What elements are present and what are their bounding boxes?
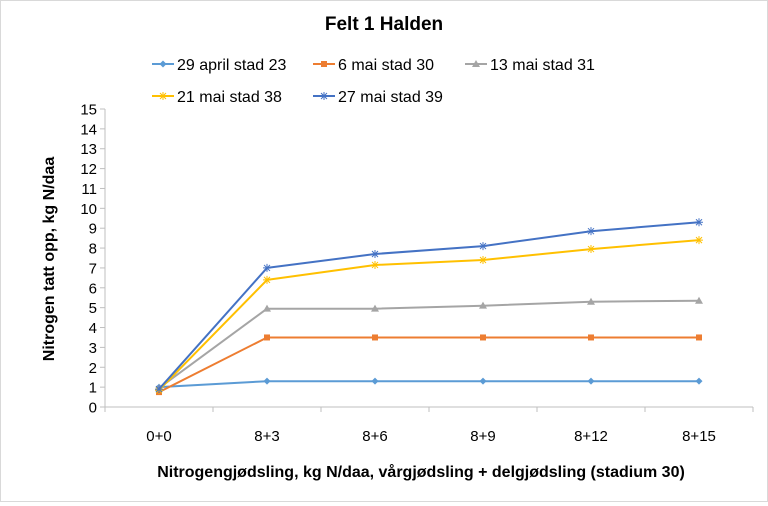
y-tick-label: 6 <box>89 280 97 297</box>
y-tick-label: 10 <box>80 201 97 218</box>
data-point <box>587 297 595 305</box>
data-point <box>587 227 595 236</box>
x-axis-title: Nitrogengjødsling, kg N/daa, vårgjødslin… <box>157 463 685 481</box>
data-point <box>479 255 487 264</box>
legend-entry: 27 mai stad 39 <box>313 89 443 106</box>
legend-label: 6 mai stad 30 <box>338 57 434 74</box>
data-point <box>696 334 702 341</box>
data-point <box>472 60 480 67</box>
x-tick-label: 8+3 <box>254 428 279 445</box>
y-tick-label: 4 <box>89 320 97 337</box>
series-29-april-stad-23 <box>155 377 703 391</box>
x-tick-label: 8+6 <box>362 428 387 445</box>
data-point <box>155 385 163 394</box>
x-tick-label: 0+0 <box>146 428 171 445</box>
y-tick-label: 9 <box>89 221 97 238</box>
y-tick-label: 13 <box>80 141 97 158</box>
data-point <box>321 61 327 67</box>
data-point <box>263 304 271 312</box>
y-tick-label: 14 <box>80 121 97 138</box>
data-point <box>371 304 379 312</box>
data-point <box>695 236 703 245</box>
legend-label: 13 mai stad 31 <box>490 57 595 74</box>
data-point <box>480 334 486 341</box>
y-tick-label: 3 <box>89 340 97 357</box>
data-point <box>479 377 487 385</box>
data-point <box>264 334 270 341</box>
data-point <box>371 250 379 259</box>
y-tick-label: 2 <box>89 360 97 377</box>
x-tick-label: 8+15 <box>682 428 716 445</box>
data-point <box>263 377 271 385</box>
y-tick-label: 1 <box>89 380 97 397</box>
legend-entry: 13 mai stad 31 <box>465 57 595 74</box>
legend-label: 29 april stad 23 <box>177 57 287 74</box>
legend-label: 27 mai stad 39 <box>338 89 443 106</box>
data-point <box>588 334 594 341</box>
series-line <box>158 221 700 390</box>
data-point <box>695 296 703 304</box>
series-6-mai-stad-30 <box>156 334 702 396</box>
x-tick-label: 8+12 <box>574 428 608 445</box>
data-point <box>320 92 328 100</box>
y-tick-label: 12 <box>80 161 97 178</box>
y-tick-label: 8 <box>89 241 97 258</box>
y-tick-label: 7 <box>89 260 97 277</box>
data-point <box>587 245 595 254</box>
y-axis-title: Nitrogen tatt opp, kg N/daa <box>41 157 58 362</box>
legend-entry: 6 mai stad 30 <box>313 57 434 74</box>
series-line <box>158 336 699 393</box>
legend-entry: 21 mai stad 38 <box>152 89 282 106</box>
series-layer <box>155 218 703 396</box>
series-line <box>158 380 699 389</box>
series-21-mai-stad-38 <box>155 236 703 395</box>
data-point <box>263 263 271 272</box>
data-point <box>371 377 379 385</box>
series-line <box>158 239 700 391</box>
data-point <box>159 60 167 68</box>
series-27-mai-stad-39 <box>155 218 703 394</box>
legend-entry: 29 april stad 23 <box>152 57 287 74</box>
data-point <box>479 242 487 251</box>
data-point <box>479 301 487 309</box>
chart-title: Felt 1 Halden <box>325 14 443 35</box>
data-point <box>159 92 167 100</box>
y-tick-label: 15 <box>80 102 97 119</box>
series-line <box>158 299 700 389</box>
data-point <box>587 377 595 385</box>
data-point <box>695 377 703 385</box>
y-tick-label: 5 <box>89 300 97 317</box>
data-point <box>695 218 703 227</box>
legend-label: 21 mai stad 38 <box>177 89 282 106</box>
x-tick-label: 8+9 <box>470 428 495 445</box>
data-point <box>263 275 271 284</box>
y-tick-label: 0 <box>89 400 97 417</box>
data-point <box>371 260 379 269</box>
data-point <box>372 334 378 341</box>
legend: 29 april stad 23 6 mai stad 30 13 mai stad… <box>152 57 595 106</box>
y-tick-label: 11 <box>81 181 97 198</box>
